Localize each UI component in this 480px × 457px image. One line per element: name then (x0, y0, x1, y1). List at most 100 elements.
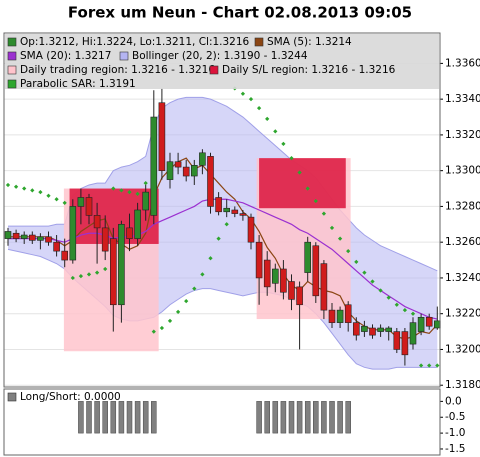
sar-dot (410, 311, 416, 316)
legend-label: Bollinger (20, 2): 1.3190 - 1.3244 (132, 50, 308, 62)
candle-body (174, 161, 182, 168)
sar-dot (46, 193, 51, 198)
legend-label: SMA (20): 1.3217 (20, 50, 111, 62)
candle-body (182, 166, 190, 177)
candle-body (409, 322, 417, 345)
candle-body (118, 224, 125, 306)
bar (272, 401, 279, 434)
sar-dot (184, 299, 189, 304)
candle-body (344, 304, 352, 323)
candle-body (158, 102, 166, 171)
y-tick-label: -0.5 (445, 411, 466, 423)
candle-body (433, 320, 441, 329)
sar-dot (289, 156, 294, 161)
candle-body (263, 259, 271, 288)
legend-swatch (7, 65, 17, 75)
candle-body (4, 231, 12, 239)
candle-body (28, 234, 36, 241)
sar-dot (30, 188, 35, 193)
candle-body (45, 236, 52, 243)
sar-dot (208, 256, 213, 261)
sar-dot (337, 236, 343, 241)
legend-label: Op:1.3212, Hi:1.3224, Lo:1.3211, Cl:1.32… (20, 36, 250, 48)
plot-frame (3, 32, 441, 388)
chart-title: Forex um Neun - Chart 02.08.2013 09:05 (68, 4, 412, 22)
candle-body (207, 156, 214, 207)
sar-dot (54, 197, 59, 202)
region (259, 158, 346, 209)
y-tick-label: 0.0 (445, 395, 462, 407)
candle-body (85, 197, 93, 216)
candle-body (239, 213, 247, 216)
dot-layer (5, 86, 440, 368)
legend-swatch (119, 51, 129, 61)
y-tick-label: 1.3360 (445, 57, 480, 69)
candle-body (401, 331, 409, 356)
candle-body (336, 309, 344, 323)
legend-swatch (7, 37, 17, 47)
legend-swatch (7, 79, 17, 89)
candle-body (361, 325, 368, 332)
sar-dot (167, 318, 173, 323)
sar-dot (5, 182, 11, 188)
bar (102, 401, 108, 434)
sar-dot (273, 129, 278, 134)
sar-dot (418, 363, 424, 368)
sar-dot (111, 186, 116, 191)
sar-dot (200, 272, 205, 277)
candle-body (126, 227, 133, 239)
sar-dot (427, 363, 432, 368)
candle-body (199, 152, 206, 166)
sar-dot (38, 189, 43, 195)
bar (86, 401, 92, 434)
sar-dot (386, 295, 391, 300)
bar (78, 401, 84, 434)
candle-body (150, 116, 158, 216)
bar (151, 401, 157, 434)
y-tick-label: 1.3260 (445, 236, 480, 248)
legend-label: Parabolic SAR: 1.3191 (20, 78, 136, 90)
sar-dot (402, 307, 408, 313)
bar (94, 401, 100, 434)
sar-dot (143, 181, 148, 186)
sar-dot (329, 225, 335, 231)
legend-swatch (209, 65, 219, 75)
bar (304, 401, 311, 434)
candle-body (385, 327, 393, 332)
candle-body (215, 197, 222, 213)
sar-dot (175, 309, 181, 315)
y-tick-label: -1.5 (445, 443, 466, 455)
legend-label: Daily trading region: 1.3216 - 1.3216 (20, 64, 215, 76)
y-tick-label: 1.3340 (445, 93, 480, 105)
sar-dot (394, 302, 399, 307)
bar (126, 401, 133, 434)
sar-dot (22, 186, 27, 191)
sar-dot (151, 329, 156, 334)
y-tick-label: 1.3240 (445, 272, 480, 284)
bar (288, 401, 295, 434)
candle-body (255, 241, 263, 279)
sar-dot (192, 286, 197, 291)
candle-body (93, 215, 101, 229)
bar (345, 401, 351, 434)
sar-dot (240, 91, 246, 96)
candle-body (69, 206, 77, 261)
candle-body (191, 165, 198, 177)
legend-swatch (7, 392, 17, 402)
y-tick-label: 1.3200 (445, 343, 480, 355)
sar-dot (127, 189, 132, 195)
candle-body (20, 234, 28, 239)
plot-bg-lower (4, 389, 440, 455)
sar-dot (159, 325, 165, 331)
sar-dot (135, 191, 140, 197)
sar-dot (435, 363, 440, 368)
sar-dot (297, 170, 302, 175)
sar-dot (281, 141, 286, 146)
sar-dot (346, 248, 351, 254)
candle-body (369, 327, 376, 336)
sar-dot (224, 222, 229, 227)
candle-body (247, 216, 255, 243)
candle-body (61, 250, 69, 261)
sar-dot (62, 200, 67, 205)
